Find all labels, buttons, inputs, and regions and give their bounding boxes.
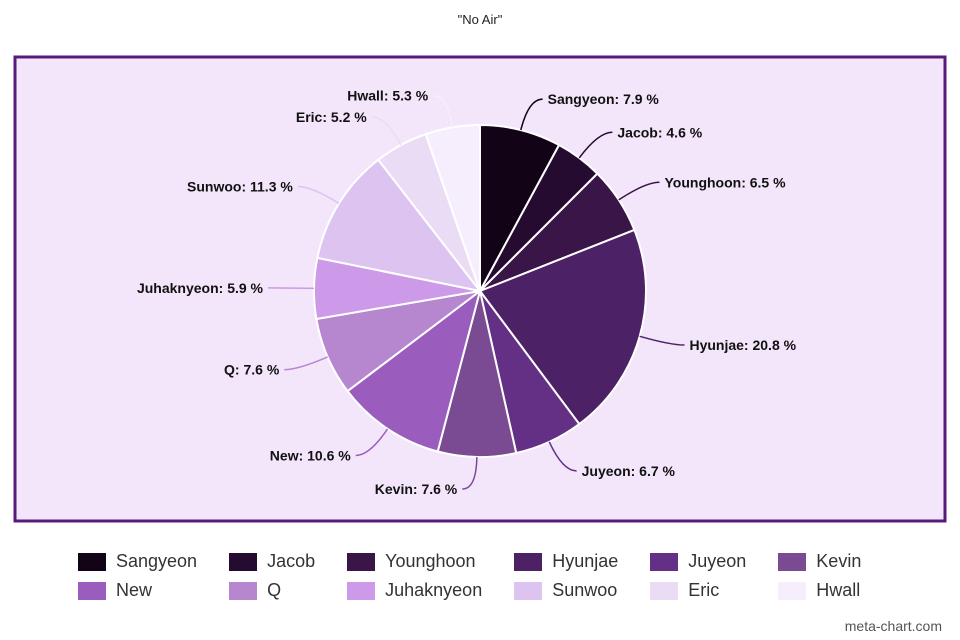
slice-labels: Sangyeon: 7.9 % Jacob: 4.6 % Younghoon: 6.…: [137, 88, 797, 497]
slice-label-eric: Eric: 5.2 %: [296, 109, 367, 125]
pie-slice-new: [346, 288, 482, 453]
legend-label: Hwall: [816, 580, 861, 600]
leader-line-kevin: [462, 456, 478, 490]
watermark: meta-chart.com: [844, 618, 942, 634]
legend-swatch: [78, 581, 106, 600]
leader-line-q: [284, 356, 328, 371]
legend-swatch: [347, 552, 376, 571]
chart-title: "No Air": [457, 12, 503, 27]
slice-label-younghoon: Younghoon: 6.5 %: [664, 174, 786, 190]
slice-label-sangyeon: Sangyeon: 7.9 %: [548, 91, 660, 107]
chart-legend: Sangyeon Jacob Younghoon Hyunjae Juyeon Kevin…: [78, 551, 918, 601]
leader-lines: [268, 94, 685, 490]
legend-item-eric: Eric: [650, 580, 746, 601]
legend-swatch: [229, 552, 258, 571]
slice-label-q: Q: 7.6 %: [224, 362, 280, 378]
slice-label-sunwoo: Sunwoo: 11.3 %: [187, 178, 293, 194]
pie-slice-hwall: [424, 123, 481, 292]
legend-label: Q: [267, 580, 282, 600]
leader-line-hyunjae: [639, 335, 685, 346]
legend-swatch: [778, 552, 807, 571]
legend-label: Younghoon: [385, 551, 476, 571]
leader-line-new: [355, 428, 389, 457]
pie-slices: [313, 123, 647, 458]
legend-label: Kevin: [816, 551, 862, 571]
legend-swatch: [514, 581, 543, 600]
pie-slice-hyunjae: [478, 228, 647, 426]
legend-item-sangyeon: Sangyeon: [78, 551, 197, 572]
slice-label-juhaknyeon: Juhaknyeon: 5.9 %: [137, 280, 264, 296]
leader-line-juhaknyeon: [268, 287, 315, 290]
legend-swatch: [650, 581, 679, 600]
legend-item-hyunjae: Hyunjae: [514, 551, 618, 572]
legend-swatch: [347, 581, 376, 600]
leader-line-jacob: [578, 131, 613, 159]
leader-line-hwall: [433, 94, 454, 128]
legend-item-jacob: Jacob: [229, 551, 315, 572]
legend-swatch: [650, 552, 679, 571]
legend-swatch: [229, 581, 258, 600]
legend-label: Sangyeon: [116, 551, 198, 571]
slice-label-hwall: Hwall: 5.3 %: [347, 88, 428, 104]
slice-label-jacob: Jacob: 4.6 %: [617, 124, 702, 140]
slice-label-juyeon: Juyeon: 6.7 %: [582, 463, 676, 479]
leader-line-sangyeon: [520, 98, 543, 131]
legend-item-juhaknyeon: Juhaknyeon: [347, 580, 482, 601]
pie-slice-sunwoo: [316, 158, 483, 293]
legend-item-hwall: Hwall: [778, 580, 861, 601]
legend-item-juyeon: Juyeon: [650, 551, 746, 572]
legend-item-q: Q: [229, 580, 315, 601]
leader-line-juyeon: [548, 441, 577, 472]
leader-line-eric: [371, 116, 402, 146]
legend-item-sunwoo: Sunwoo: [514, 580, 618, 601]
legend-swatch: [514, 552, 543, 571]
slice-label-hyunjae: Hyunjae: 20.8 %: [689, 337, 796, 353]
legend-label: Sunwoo: [552, 580, 618, 600]
legend-label: Eric: [688, 580, 720, 600]
legend-swatch: [78, 552, 106, 571]
legend-label: Juhaknyeon: [385, 580, 483, 600]
leader-line-sunwoo: [297, 185, 340, 205]
legend-item-kevin: Kevin: [778, 551, 861, 572]
legend-swatch: [778, 581, 807, 600]
legend-label: Jacob: [267, 551, 316, 571]
legend-label: New: [116, 580, 153, 600]
legend-label: Hyunjae: [552, 551, 619, 571]
slice-label-new: New: 10.6 %: [270, 447, 351, 463]
legend-item-new: New: [78, 580, 197, 601]
slice-label-kevin: Kevin: 7.6 %: [375, 481, 458, 497]
legend-label: Juyeon: [688, 551, 747, 571]
leader-line-younghoon: [618, 181, 660, 201]
legend-item-younghoon: Younghoon: [347, 551, 482, 572]
